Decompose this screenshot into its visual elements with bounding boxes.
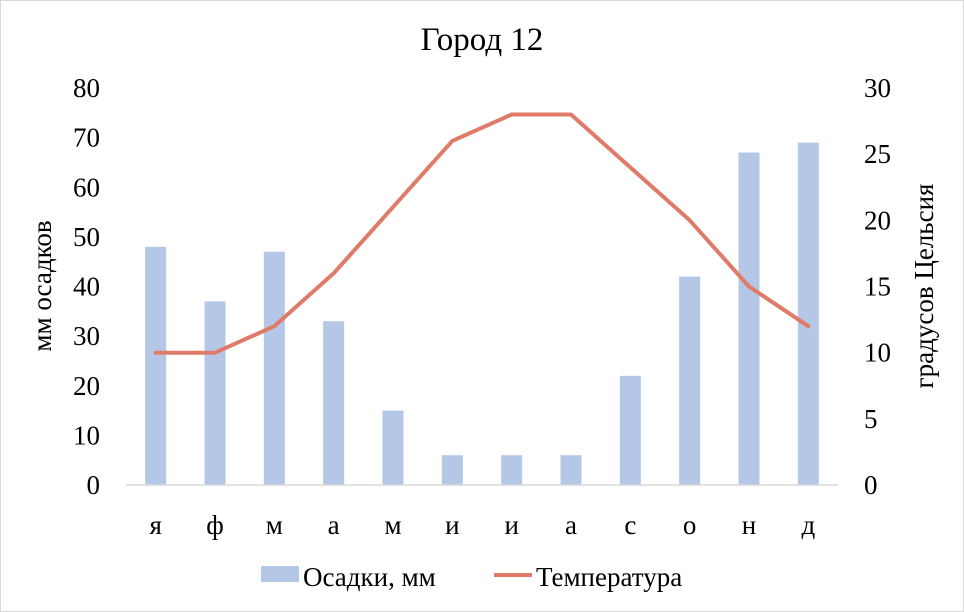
precipitation-bar	[382, 410, 404, 485]
x-axis-tick-label: м	[266, 510, 283, 540]
right-axis-tick-label: 15	[864, 272, 891, 302]
temperature-line-series	[153, 112, 811, 355]
temperature-line	[153, 112, 811, 355]
precipitation-bar	[263, 251, 285, 485]
x-axis-tick-label: о	[683, 510, 697, 540]
precipitation-bar	[560, 455, 582, 485]
precipitation-bars	[145, 142, 819, 485]
right-axis-ticks: 0 5 10 15 20 25 30	[864, 73, 891, 500]
legend-label-precipitation: Осадки, мм	[303, 562, 436, 592]
right-axis-tick-label: 10	[864, 338, 891, 368]
left-axis-tick-label: 0	[87, 470, 101, 500]
legend: Осадки, мм Температура	[261, 562, 682, 592]
right-axis-label: градусов Цельсия	[909, 184, 939, 389]
x-axis-tick-label: и	[445, 510, 459, 540]
left-axis-tick-label: 20	[73, 371, 100, 401]
x-axis-tick-label: н	[742, 510, 756, 540]
legend-swatch-precipitation	[261, 566, 299, 582]
precipitation-bar	[679, 276, 701, 485]
x-axis-tick-label: я	[149, 510, 161, 540]
left-axis-tick-label: 10	[73, 420, 100, 450]
x-axis-tick-label: д	[801, 510, 815, 540]
left-axis-tick-label: 60	[73, 172, 100, 202]
x-axis-tick-label: с	[624, 510, 636, 540]
right-axis-tick-label: 5	[864, 404, 878, 434]
left-axis-tick-label: 40	[73, 272, 100, 302]
left-axis-tick-label: 30	[73, 321, 100, 351]
left-axis-tick-label: 70	[73, 123, 100, 153]
x-axis-tick-label: и	[504, 510, 518, 540]
precipitation-bar	[441, 455, 463, 485]
left-axis-label: мм осадков	[27, 220, 57, 351]
right-axis-tick-label: 20	[864, 205, 891, 235]
right-axis-tick-label: 25	[864, 139, 891, 169]
x-axis-tick-label: а	[565, 510, 577, 540]
right-axis-tick-label: 30	[864, 73, 891, 103]
precipitation-bar	[501, 455, 523, 485]
precipitation-bar	[619, 375, 641, 485]
left-axis-tick-label: 50	[73, 222, 100, 252]
x-axis-tick-label: м	[384, 510, 401, 540]
x-axis-tick-label: а	[328, 510, 340, 540]
precipitation-bar	[738, 152, 760, 485]
precipitation-bar	[204, 301, 226, 485]
precipitation-bar	[797, 142, 819, 485]
precipitation-bar	[145, 246, 167, 485]
left-axis-tick-label: 80	[73, 73, 100, 103]
x-axis-tick-label: ф	[206, 510, 224, 540]
right-axis-tick-label: 0	[864, 470, 878, 500]
chart-title: Город 12	[421, 22, 544, 58]
legend-label-temperature: Температура	[536, 562, 682, 592]
left-axis-ticks: 0 10 20 30 40 50 60 70 80	[73, 73, 100, 500]
precipitation-bar	[323, 321, 345, 485]
